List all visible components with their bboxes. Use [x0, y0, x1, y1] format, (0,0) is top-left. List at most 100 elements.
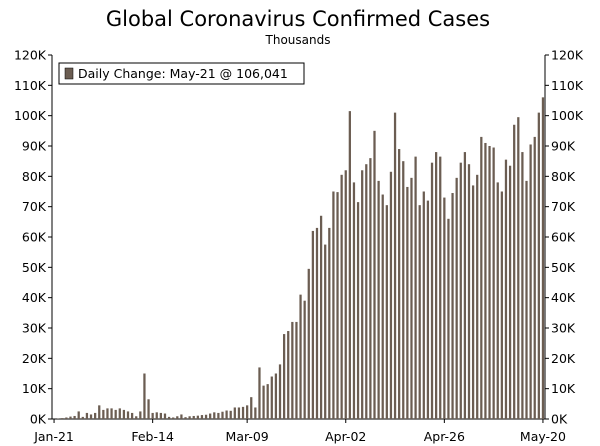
bar: [459, 162, 462, 419]
bar: [184, 417, 187, 419]
bar: [233, 407, 236, 419]
bar: [114, 409, 117, 419]
bar: [196, 415, 199, 419]
bar: [241, 406, 245, 419]
y-tick-label-right: 100K: [551, 108, 584, 123]
bar: [139, 411, 142, 419]
x-tick-label: Jan-21: [33, 429, 74, 444]
bar: [151, 412, 154, 419]
bar: [439, 156, 442, 419]
y-tick-label-right: 90K: [551, 139, 576, 154]
bar: [377, 180, 380, 419]
bar: [422, 191, 425, 419]
bar: [303, 300, 306, 419]
bar: [295, 321, 298, 419]
bar: [217, 412, 220, 419]
y-tick-label-right: 70K: [551, 199, 576, 214]
bar: [135, 416, 138, 419]
y-tick-label-left: 120K: [14, 48, 47, 63]
y-tick-label-right: 0K: [551, 412, 568, 427]
bar: [356, 202, 360, 419]
bar: [496, 182, 499, 419]
bar: [385, 205, 388, 419]
bar: [155, 412, 158, 419]
x-tick-label: Feb-14: [131, 429, 174, 444]
bar: [287, 331, 290, 419]
bar: [254, 407, 257, 419]
x-tick-label: Mar-09: [226, 429, 269, 444]
bar: [266, 384, 269, 419]
bar: [393, 112, 397, 419]
bar: [299, 294, 302, 419]
bar: [73, 415, 76, 419]
y-tick-label-left: 20K: [22, 351, 47, 366]
bar: [336, 192, 339, 419]
bar: [209, 413, 212, 419]
x-tick-label: Apr-26: [424, 429, 465, 444]
y-tick-label-left: 70K: [22, 199, 47, 214]
bar: [229, 410, 232, 419]
chart-subtitle: Thousands: [265, 33, 331, 47]
chart-title: Global Coronavirus Confirmed Cases: [106, 7, 490, 31]
y-tick-label-right: 80K: [551, 169, 576, 184]
bar: [89, 414, 93, 419]
bar: [508, 165, 512, 419]
bar: [525, 180, 528, 419]
bar: [406, 186, 409, 419]
y-tick-label-left: 50K: [22, 260, 47, 275]
bar: [274, 373, 278, 419]
bar: [541, 97, 545, 419]
bar: [167, 416, 171, 419]
bar: [98, 405, 101, 419]
bar: [77, 411, 80, 419]
tick-labels: 0K 0K 10K 10K 20K 20K 30K 30K 40K 40K 50K 50K 60K 60K…: [14, 48, 584, 445]
bar: [65, 417, 68, 419]
bar: [163, 413, 167, 419]
bar: [381, 194, 384, 419]
bar: [94, 412, 97, 419]
bar: [398, 149, 401, 419]
bar: [307, 268, 310, 419]
bar: [348, 111, 351, 420]
bar: [188, 416, 191, 419]
bar: [311, 230, 315, 419]
bar: [81, 416, 84, 419]
bar: [504, 159, 508, 419]
bar: [126, 411, 130, 419]
bar: [402, 161, 405, 420]
y-tick-label-right: 120K: [551, 48, 584, 63]
bar: [159, 412, 162, 419]
bar: [418, 205, 421, 419]
bar: [435, 152, 438, 419]
bar: [110, 408, 113, 419]
bar: [69, 416, 72, 419]
bar: [315, 227, 319, 419]
bar: [221, 411, 224, 419]
bar: [85, 412, 89, 419]
y-tick-label-right: 10K: [551, 381, 576, 396]
bar: [324, 244, 327, 419]
y-tick-label-right: 40K: [551, 290, 576, 305]
x-tick-label: Apr-02: [325, 429, 366, 444]
bar: [537, 112, 540, 419]
y-tick-label-left: 10K: [22, 381, 47, 396]
bar: [319, 215, 323, 419]
y-tick-label-right: 110K: [551, 78, 584, 93]
bar: [250, 397, 253, 419]
bar: [447, 218, 450, 419]
x-tick-label: May-20: [520, 429, 566, 444]
bar: [533, 136, 536, 419]
legend-swatch: [64, 67, 74, 80]
bar: [414, 156, 417, 419]
bar: [147, 399, 150, 419]
y-tick-label-right: 30K: [551, 321, 576, 336]
bar: [291, 321, 294, 419]
bar: [480, 136, 483, 419]
bar: [451, 193, 454, 419]
bar: [467, 164, 471, 419]
bar: [282, 334, 286, 419]
bar: [513, 124, 516, 420]
y-tick-label-right: 20K: [551, 351, 576, 366]
bar: [517, 117, 520, 420]
